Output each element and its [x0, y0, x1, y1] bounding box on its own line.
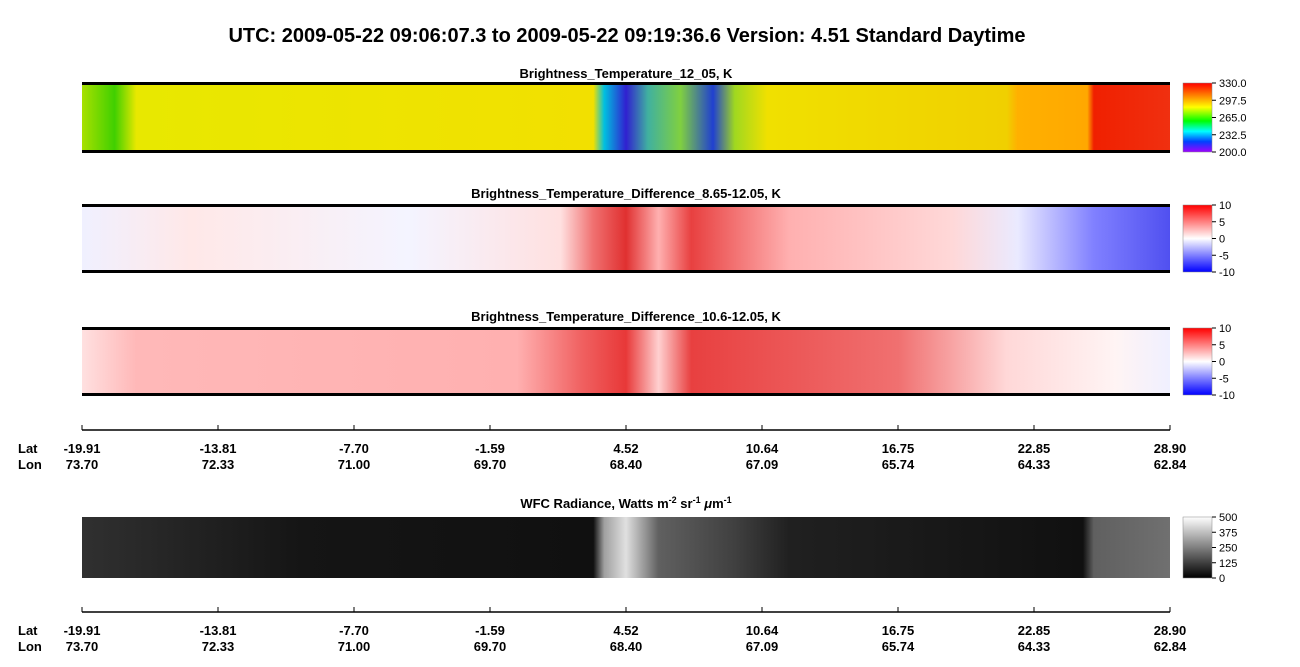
colorbar-tick-label: 5: [1219, 340, 1225, 352]
lon-tick-label: 71.00: [338, 639, 371, 654]
lon-tick-label: 64.33: [1018, 457, 1051, 472]
lon-label: Lon: [18, 457, 42, 472]
title-part: μ: [703, 496, 712, 511]
lon-tick-label: 68.40: [610, 457, 643, 472]
title-part: -1: [724, 495, 732, 505]
lon-tick-label: 72.33: [202, 639, 235, 654]
colorbar: [1182, 204, 1213, 273]
lon-tick-label: 73.70: [66, 457, 99, 472]
lat-tick-label: -1.59: [475, 623, 505, 638]
colorbar-tick-label: 375: [1219, 527, 1237, 539]
lon-label: Lon: [18, 639, 42, 654]
lon-tick-label: 69.70: [474, 457, 507, 472]
lon-tick-label: 71.00: [338, 457, 371, 472]
colorbar-tick-label: 232.5: [1219, 130, 1247, 142]
lat-tick-label: -1.59: [475, 441, 505, 456]
lat-tick-label: 28.90: [1154, 623, 1187, 638]
colorbar-tick-label: 125: [1219, 558, 1237, 570]
colorbar-tick-label: 5: [1219, 217, 1225, 229]
colorbar: [1182, 516, 1213, 579]
title-part: m: [712, 496, 724, 511]
lat-tick-label: 22.85: [1018, 441, 1051, 456]
strip-edge: [82, 82, 1170, 85]
strip-edge: [82, 393, 1170, 396]
colorbar-tick-label: 200.0: [1219, 147, 1247, 159]
colorbar-tick-label: 265.0: [1219, 113, 1247, 125]
lon-tick-label: 64.33: [1018, 639, 1051, 654]
colorbar: [1182, 327, 1213, 396]
lat-tick-label: -13.81: [200, 623, 237, 638]
lat-tick-label: 4.52: [613, 441, 638, 456]
colorbar-tick-label: -10: [1219, 267, 1235, 279]
title-part: WFC Radiance, Watts m: [520, 496, 668, 511]
lat-tick-label: 16.75: [882, 441, 915, 456]
strip-edge: [82, 204, 1170, 207]
heatmap-strip: [82, 328, 1170, 395]
lat-tick-label: 10.64: [746, 441, 779, 456]
colorbar-tick-label: 10: [1219, 200, 1231, 212]
heatmap-strip: [82, 83, 1170, 152]
panel-title: WFC Radiance, Watts m-2 sr-1 μm-1: [520, 495, 731, 511]
colorbar-tick-label: 0: [1219, 234, 1225, 246]
lat-tick-label: 10.64: [746, 623, 779, 638]
lat-tick-label: 4.52: [613, 623, 638, 638]
lat-tick-label: -7.70: [339, 441, 369, 456]
colorbar-tick-label: 10: [1219, 323, 1231, 335]
heatmap-strip: [82, 205, 1170, 272]
strip-edge: [82, 150, 1170, 153]
page-title: UTC: 2009-05-22 09:06:07.3 to 2009-05-22…: [228, 25, 1025, 47]
title-part: sr: [677, 496, 693, 511]
panel-title: Brightness_Temperature_12_05, K: [520, 66, 734, 81]
colorbar: [1182, 82, 1213, 153]
colorbar-tick-label: -5: [1219, 373, 1229, 385]
lon-tick-label: 62.84: [1154, 639, 1187, 654]
lon-tick-label: 67.09: [746, 639, 779, 654]
lon-tick-label: 65.74: [882, 457, 915, 472]
lat-tick-label: 28.90: [1154, 441, 1187, 456]
colorbar-tick-label: 500: [1219, 512, 1237, 524]
lon-tick-label: 69.70: [474, 639, 507, 654]
lon-tick-label: 62.84: [1154, 457, 1187, 472]
lon-tick-label: 67.09: [746, 457, 779, 472]
lat-tick-label: 22.85: [1018, 623, 1051, 638]
title-part: -1: [693, 495, 701, 505]
colorbar-tick-label: 297.5: [1219, 95, 1247, 107]
colorbar-tick-label: 330.0: [1219, 78, 1247, 90]
panel-title: Brightness_Temperature_Difference_8.65-1…: [471, 186, 781, 201]
strip-edge: [82, 327, 1170, 330]
lon-tick-label: 73.70: [66, 639, 99, 654]
lat-tick-label: -7.70: [339, 623, 369, 638]
panel-title: Brightness_Temperature_Difference_10.6-1…: [471, 309, 781, 324]
colorbar-tick-label: 0: [1219, 357, 1225, 369]
title-part: -2: [669, 495, 677, 505]
lat-tick-label: -19.91: [64, 441, 101, 456]
lat-tick-label: -13.81: [200, 441, 237, 456]
lat-tick-label: 16.75: [882, 623, 915, 638]
colorbar-tick-label: 0: [1219, 573, 1225, 585]
lon-tick-label: 68.40: [610, 639, 643, 654]
colorbar-tick-label: -10: [1219, 390, 1235, 402]
strip-edge: [82, 270, 1170, 273]
lat-label: Lat: [18, 441, 38, 456]
lon-tick-label: 72.33: [202, 457, 235, 472]
colorbar-tick-label: -5: [1219, 250, 1229, 262]
colorbar-tick-label: 250: [1219, 543, 1237, 555]
lon-tick-label: 65.74: [882, 639, 915, 654]
lat-tick-label: -19.91: [64, 623, 101, 638]
lat-label: Lat: [18, 623, 38, 638]
heatmap-strip: [82, 517, 1170, 578]
